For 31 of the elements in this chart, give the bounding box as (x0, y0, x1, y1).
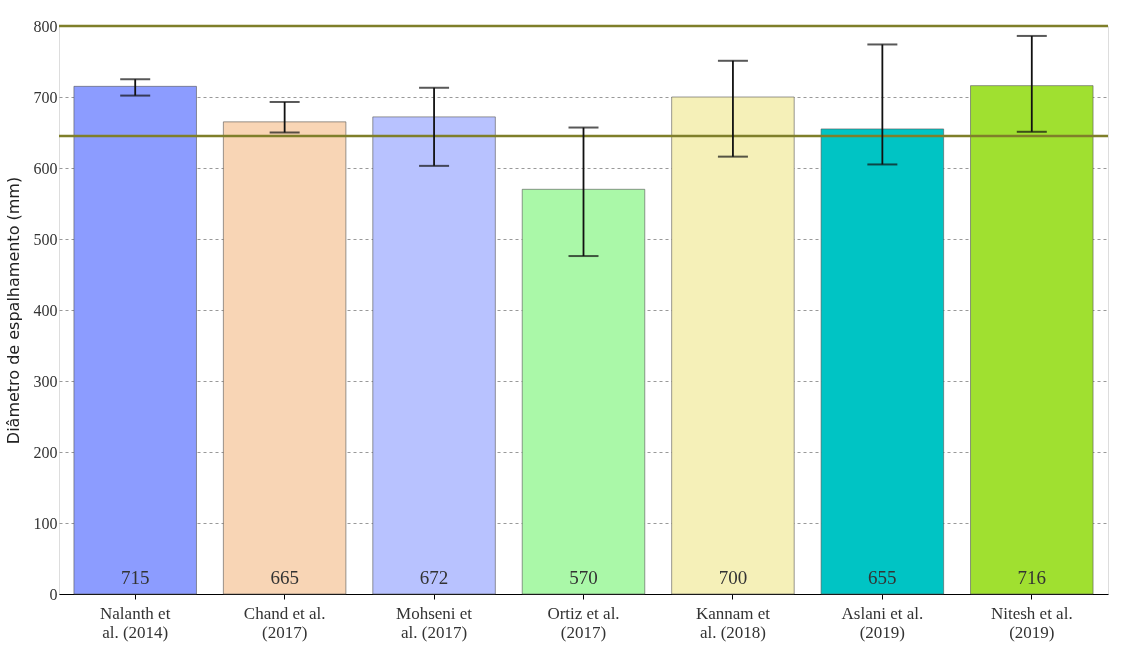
bar (671, 96, 795, 595)
bar (970, 85, 1094, 595)
x-tick-label: Ortiz et al. (2017) (547, 603, 620, 642)
data-label: 672 (419, 567, 449, 588)
data-label: 665 (270, 567, 299, 588)
y-tick-label: 300 (33, 372, 58, 390)
y-tick-label: 700 (33, 88, 58, 106)
data-label: 715 (120, 567, 150, 588)
x-tick-label: Nalanth et al. (2014) (100, 603, 171, 642)
y-tick-label: 100 (33, 514, 58, 532)
bar (222, 121, 347, 595)
data-label: 655 (868, 567, 897, 588)
bar (372, 116, 496, 595)
y-tick-label: 600 (33, 159, 58, 177)
y-axis-title: Diâmetro de espalhamento (mm) (3, 176, 23, 445)
data-label: 700 (718, 567, 748, 588)
x-tick-label: Mohseni et al. (2017) (396, 603, 473, 642)
bar (73, 85, 197, 595)
y-tick-label: 200 (33, 443, 58, 461)
data-label: 570 (569, 567, 598, 588)
bar (820, 128, 945, 595)
x-tick-label: Nitesh et al. (2019) (990, 603, 1073, 642)
y-tick-label: 400 (33, 301, 58, 319)
y-tick-label: 0 (49, 585, 58, 603)
y-tick-label: 500 (33, 230, 58, 248)
x-tick-label: Aslani et al. (2019) (841, 603, 924, 642)
x-tick-label: Chand et al. (2017) (243, 603, 326, 642)
bar (521, 188, 646, 595)
y-tick-label: 800 (33, 17, 58, 35)
data-label: 716 (1017, 567, 1047, 588)
x-tick-label: Kannam et al. (2018) (695, 603, 771, 642)
